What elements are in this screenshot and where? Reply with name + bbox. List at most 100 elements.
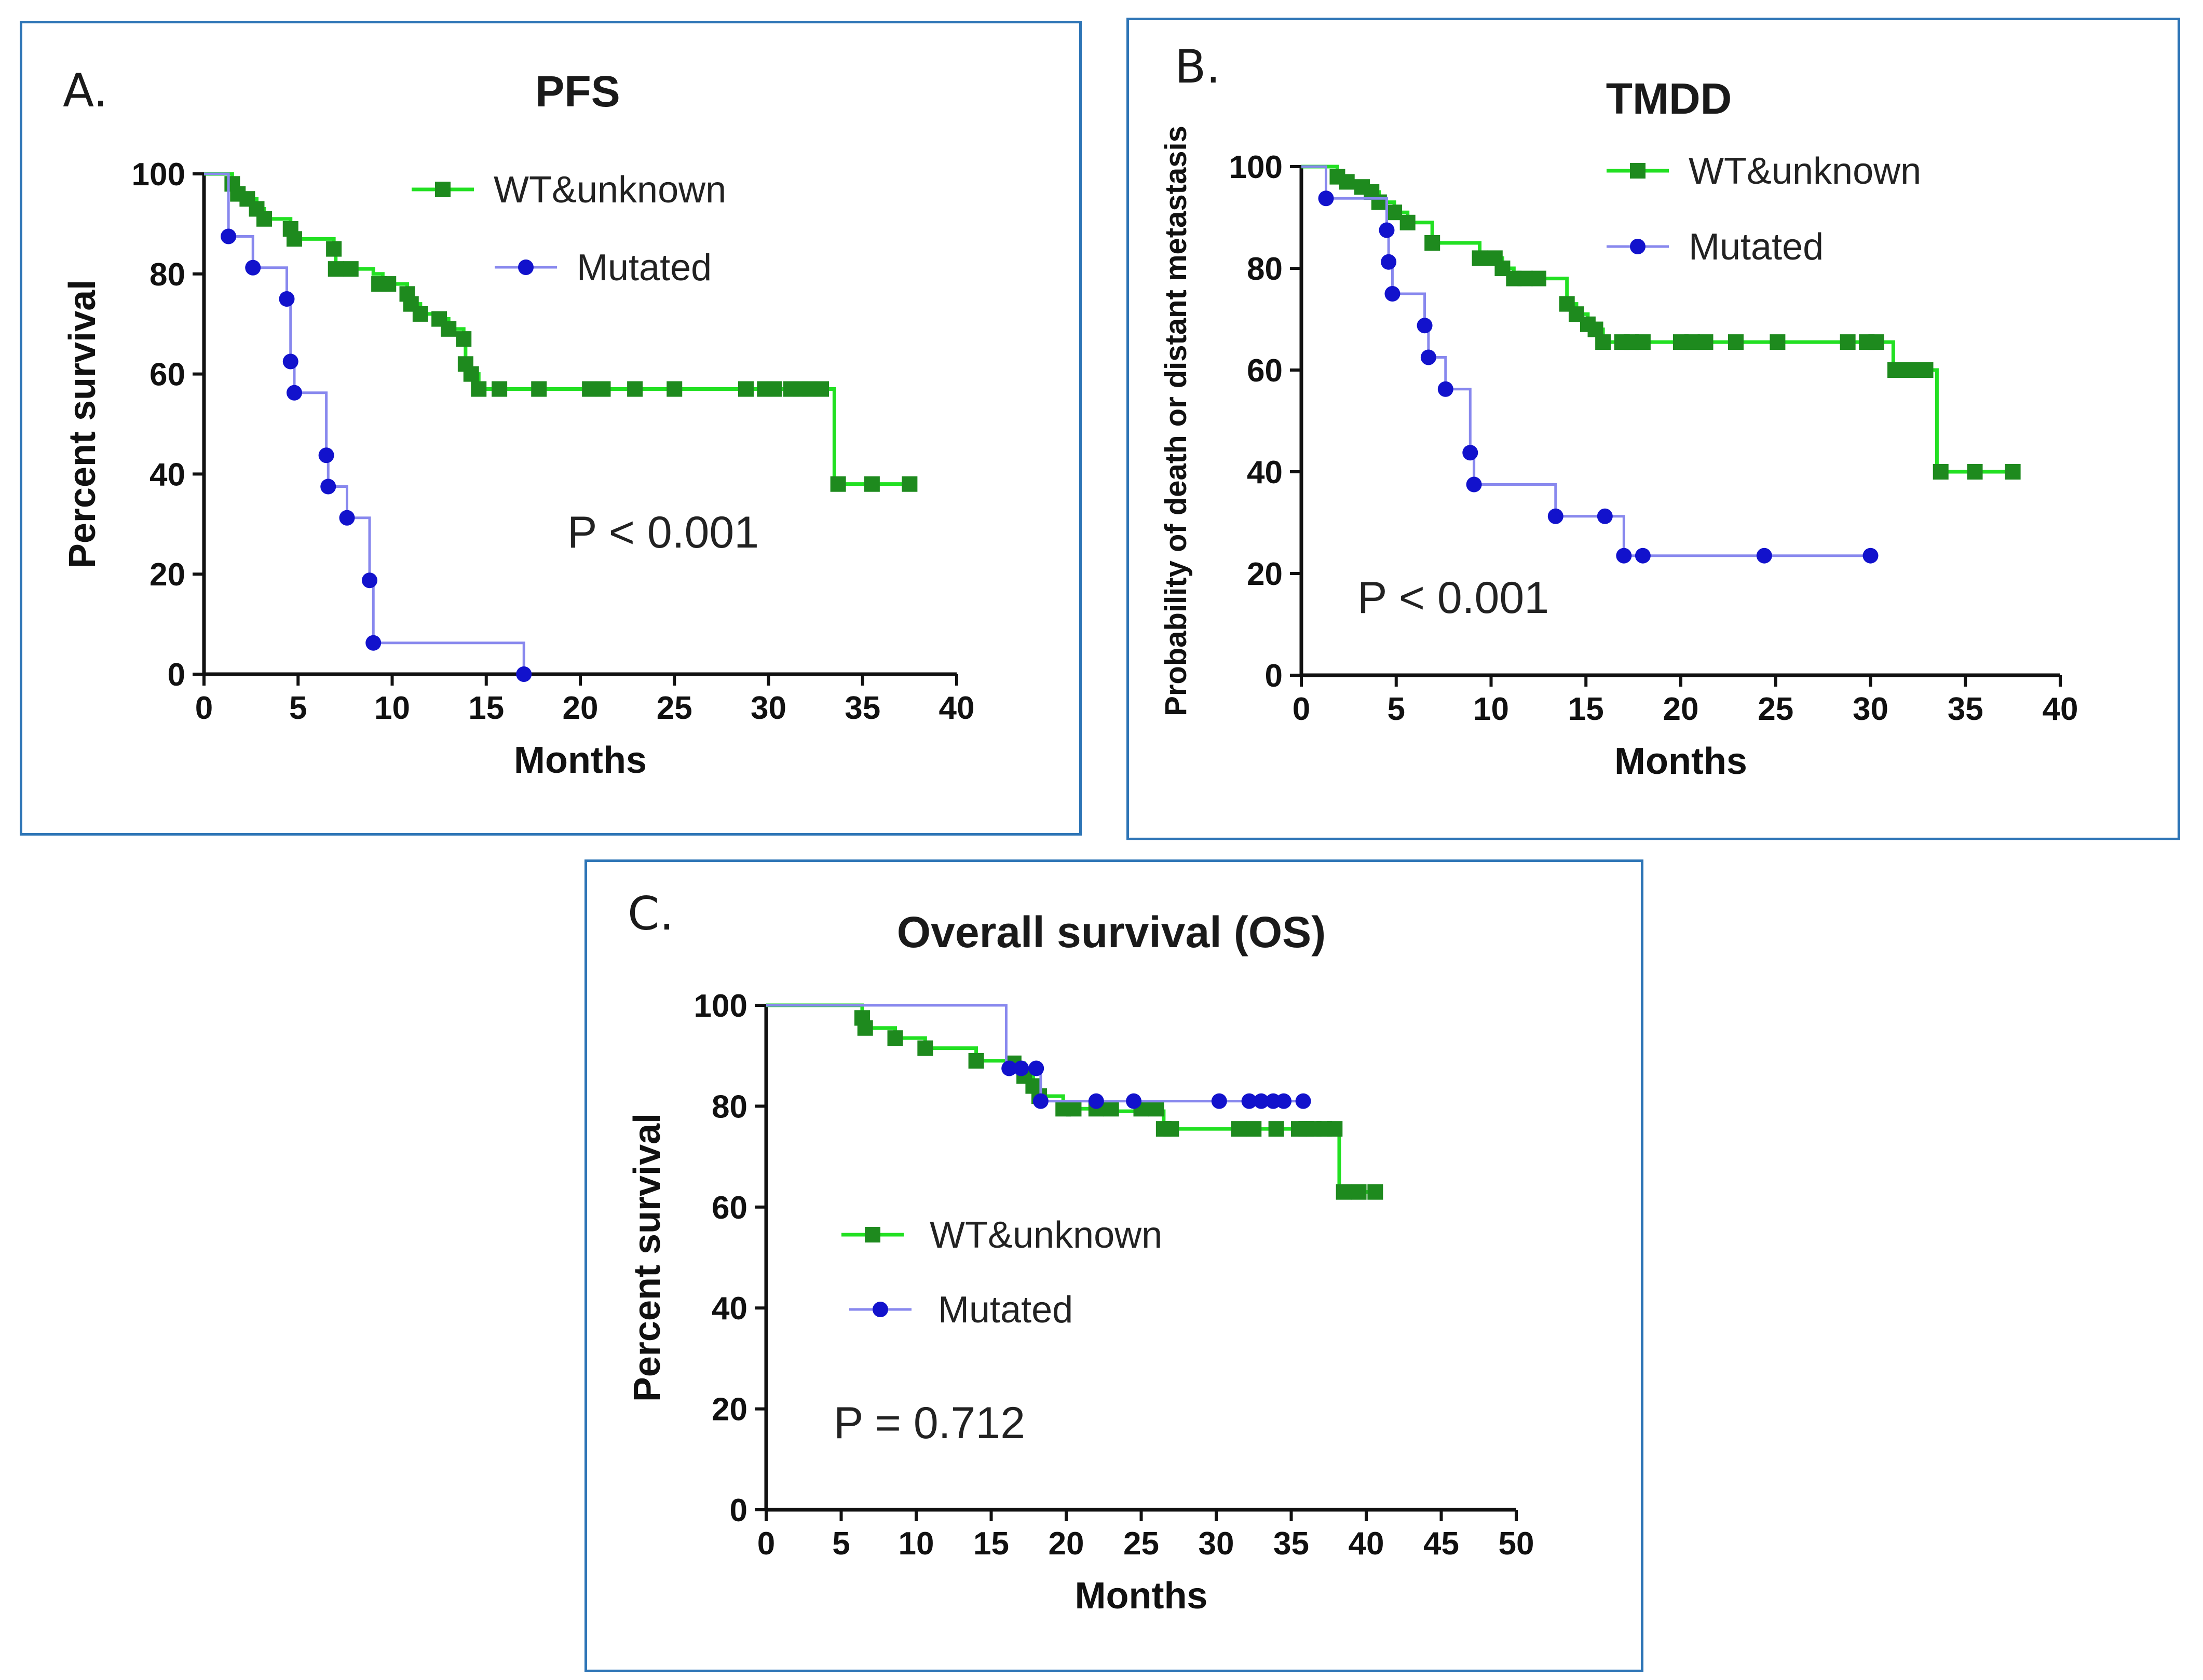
wt-censor-marker: [1933, 464, 1949, 480]
wt-censor-marker: [412, 306, 428, 322]
x-tick-label: 35: [845, 690, 880, 726]
y-tick-label: 80: [1247, 251, 1283, 287]
panel-os: C. Overall survival (OS) 0 5 10 15 20 25 30 35 40 4…: [584, 859, 1643, 1672]
legend-marker-mutated: [1630, 239, 1646, 254]
mutated-event-marker: [1420, 349, 1436, 365]
wt-censor-marker: [857, 1020, 873, 1036]
x-tick-label: 40: [1349, 1526, 1384, 1562]
wt-censor-marker: [864, 476, 880, 492]
mutated-event-marker: [1417, 318, 1433, 334]
os-chart: C. Overall survival (OS) 0 5 10 15 20 25 30 35 40 4…: [627, 887, 1534, 1617]
y-tick-label: 20: [1247, 556, 1283, 592]
wt-censor-marker: [1367, 1184, 1383, 1200]
wt-censor-marker: [1868, 334, 1884, 350]
wt-censor-marker: [1148, 1101, 1164, 1117]
x-tick-label: 10: [374, 690, 410, 726]
tmdd-chart: B. TMDD 0 5 10 15 20 25 30 35 40 0 20 40 60 80 100 Months…: [1159, 40, 2078, 782]
p-value-annotation: P < 0.001: [567, 508, 759, 557]
mutated-event-marker: [1032, 1093, 1049, 1109]
x-tick-label: 15: [973, 1526, 1009, 1562]
wt-censor-marker: [441, 321, 457, 337]
wt-censor-marker: [1424, 235, 1440, 251]
mutated-event-marker: [287, 385, 302, 401]
wt-censor-marker: [968, 1053, 984, 1069]
wt-censor-marker: [595, 381, 611, 397]
mutated-event-marker: [1381, 254, 1397, 270]
x-tick-label: 45: [1423, 1526, 1459, 1562]
legend-label-mutated: Mutated: [938, 1289, 1073, 1331]
wt-censor-marker: [1268, 1121, 1284, 1137]
mutated-event-marker: [1295, 1093, 1311, 1109]
mutated-event-marker: [1013, 1060, 1029, 1076]
wt-censor-marker: [531, 381, 547, 397]
series-line-wt: [204, 172, 910, 486]
wt-censor-marker: [456, 331, 472, 347]
wt-censor-marker: [902, 476, 918, 492]
x-tick-label: 10: [1473, 691, 1509, 727]
mutated-event-marker: [1635, 548, 1651, 564]
legend-label-wt: WT&unknown: [1689, 151, 1921, 192]
y-tick-label: 100: [1229, 149, 1283, 185]
x-tick-label: 15: [468, 690, 504, 726]
wt-censor-marker: [1635, 334, 1651, 350]
y-axis-label: Probability of death or distant metastas…: [1159, 126, 1193, 716]
wt-censor-marker: [1840, 334, 1856, 350]
wt-censor-marker: [1399, 214, 1416, 230]
x-tick-label: 25: [1758, 691, 1793, 727]
legend-label-mutated: Mutated: [1689, 226, 1824, 268]
mutated-event-marker: [339, 510, 355, 526]
legend-marker-wt: [865, 1227, 880, 1242]
mutated-event-marker: [1028, 1060, 1044, 1076]
wt-censor-marker: [1697, 334, 1714, 350]
x-tick-label: 0: [195, 690, 213, 726]
pfs-chart: A. PFS 0 5 10 15 20 25 30 35 40 0 20 40 60 80 100 Months P…: [62, 64, 974, 781]
wt-censor-marker: [830, 476, 846, 492]
y-tick-label: 60: [712, 1190, 747, 1226]
wt-censor-marker: [1728, 334, 1744, 350]
x-tick-label: 10: [899, 1526, 934, 1562]
wt-censor-marker: [1517, 270, 1533, 286]
wt-censor-marker: [326, 241, 342, 257]
y-tick-label: 80: [712, 1089, 747, 1125]
wt-censor-marker: [1371, 194, 1387, 210]
mutated-event-marker: [1756, 548, 1772, 564]
wt-censor-marker: [2005, 464, 2021, 480]
mutated-event-marker: [1253, 1093, 1269, 1109]
panel-letter: A.: [63, 64, 108, 117]
wt-censor-marker: [1327, 1121, 1343, 1137]
x-tick-label: 25: [657, 690, 692, 726]
mutated-event-marker: [1597, 508, 1613, 524]
y-tick-label: 60: [1247, 353, 1283, 389]
x-axis-label: Months: [514, 740, 647, 781]
x-tick-label: 50: [1499, 1526, 1534, 1562]
wt-censor-marker: [463, 366, 479, 382]
mutated-event-marker: [245, 259, 261, 276]
chart-title: TMDD: [1606, 74, 1732, 123]
y-tick-label: 100: [694, 988, 747, 1024]
wt-censor-marker: [1386, 204, 1403, 221]
y-tick-label: 40: [1247, 455, 1283, 490]
wt-censor-marker: [1530, 270, 1546, 286]
chart-title: Overall survival (OS): [897, 908, 1326, 957]
legend-marker-wt: [1630, 163, 1646, 179]
wt-censor-marker: [1595, 334, 1611, 350]
mutated-event-marker: [320, 479, 336, 495]
mutated-event-marker: [1126, 1093, 1142, 1109]
x-tick-label: 20: [563, 690, 599, 726]
wt-censor-marker: [1066, 1101, 1082, 1117]
y-tick-label: 0: [168, 657, 185, 693]
x-tick-label: 15: [1568, 691, 1604, 727]
wt-censor-marker: [1246, 1121, 1262, 1137]
wt-censor-marker: [1770, 334, 1786, 350]
wt-censor-marker: [627, 381, 643, 397]
y-axis-label: Percent survival: [62, 280, 103, 568]
mutated-event-marker: [1616, 548, 1632, 564]
mutated-event-marker: [318, 447, 334, 463]
mutated-event-marker: [221, 228, 237, 244]
y-axis-label: Percent survival: [627, 1113, 668, 1402]
mutated-event-marker: [279, 291, 295, 307]
wt-censor-marker: [1967, 464, 1983, 480]
mutated-event-marker: [1088, 1093, 1104, 1109]
wt-censor-marker: [766, 381, 782, 397]
y-tick-label: 100: [132, 157, 185, 193]
